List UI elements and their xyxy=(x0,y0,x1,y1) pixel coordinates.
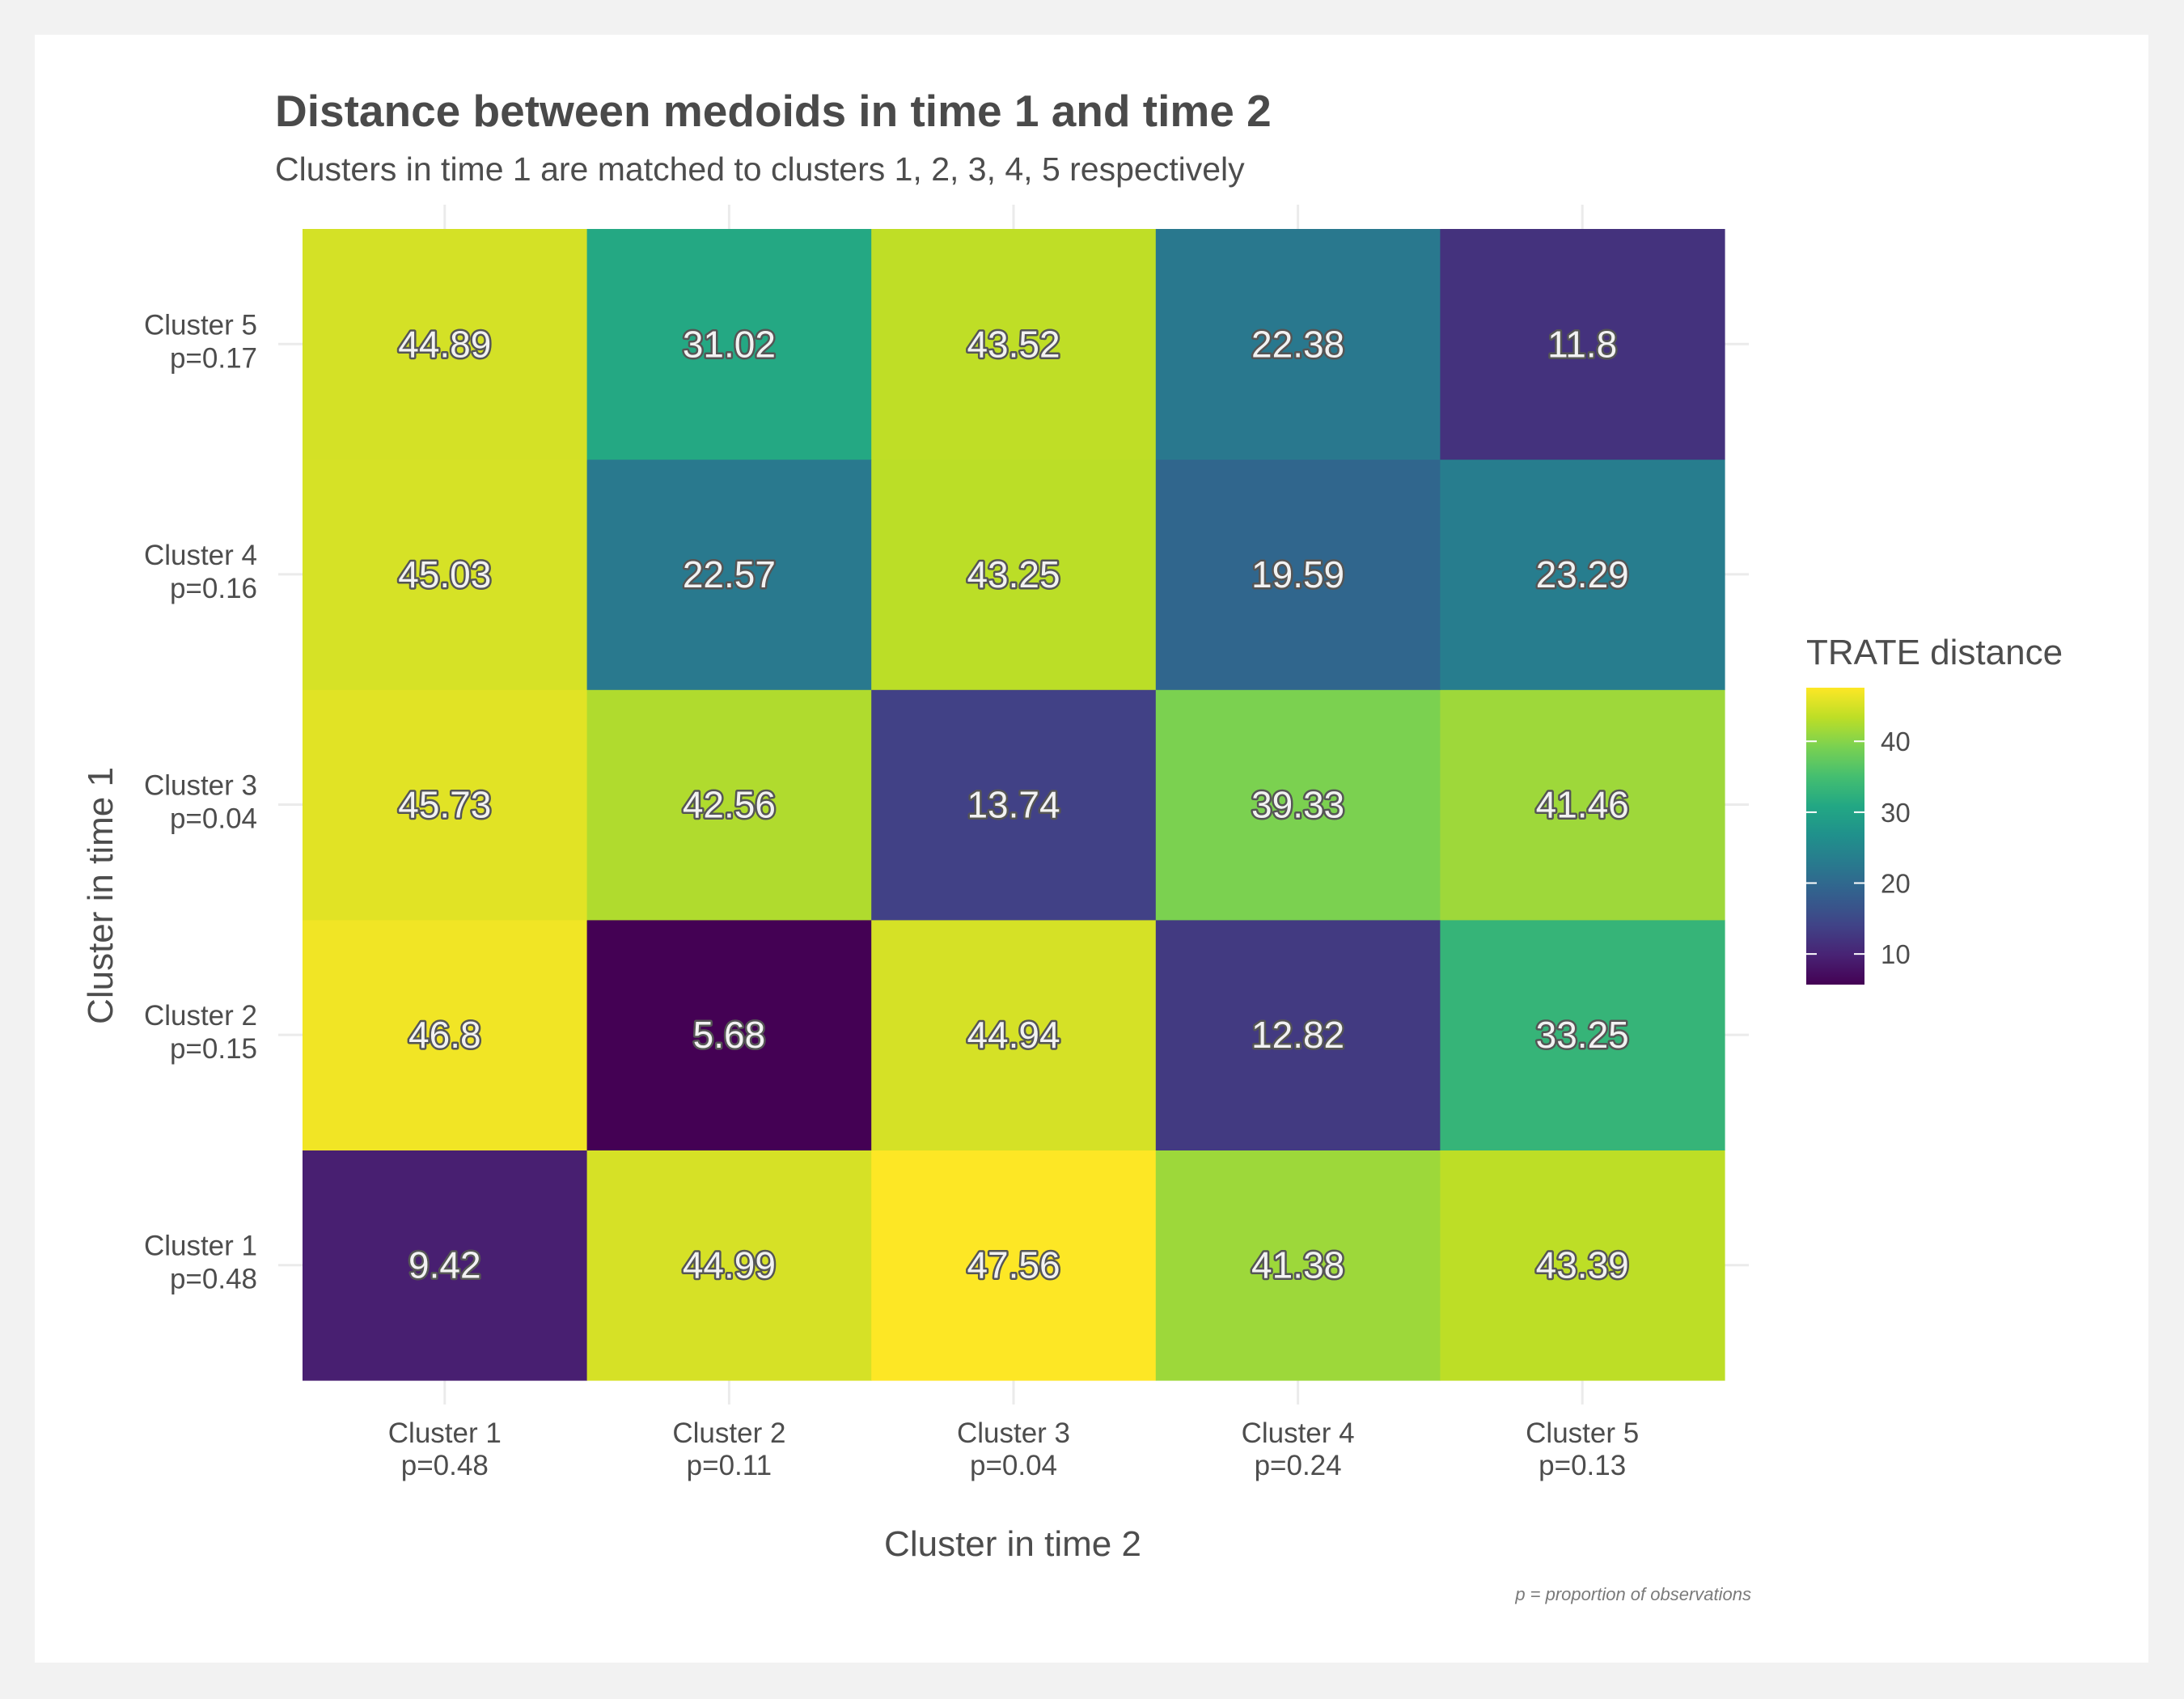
heatmap-cell xyxy=(303,459,588,690)
heatmap-cell xyxy=(1155,229,1441,460)
heatmap-cell xyxy=(1440,689,1725,921)
y-tick-label: Cluster 1 xyxy=(144,1231,257,1262)
cell-value-label: 31.02 xyxy=(683,323,776,365)
x-tick-proportion: p=0.24 xyxy=(1255,1450,1342,1481)
cell-value-label: 44.94 xyxy=(967,1014,1060,1056)
cell-value-label: 33.25 xyxy=(1536,1014,1629,1056)
cell-value-label: 19.59 xyxy=(1251,553,1344,595)
chart-caption: p = proportion of observations xyxy=(1514,1584,1751,1604)
y-tick-proportion: p=0.15 xyxy=(170,1033,257,1065)
chart-title: Distance between medoids in time 1 and t… xyxy=(275,86,1272,136)
cell-value-label: 12.82 xyxy=(1251,1014,1344,1056)
chart-panel: Distance between medoids in time 1 and t… xyxy=(35,35,2148,1663)
x-tick-proportion: p=0.48 xyxy=(401,1450,489,1481)
cell-value-label: 45.73 xyxy=(398,784,491,826)
heatmap-chart: Distance between medoids in time 1 and t… xyxy=(81,86,2063,1604)
heatmap-cell xyxy=(871,459,1157,690)
y-tick-proportion: p=0.04 xyxy=(170,803,257,835)
x-tick-label: Cluster 4 xyxy=(1242,1417,1355,1449)
heatmap-cell xyxy=(303,919,588,1150)
legend-tick-label: 30 xyxy=(1881,798,1911,828)
legend-title: TRATE distance xyxy=(1806,633,2063,672)
heatmap-cell xyxy=(871,689,1157,921)
chart-subtitle: Clusters in time 1 are matched to cluste… xyxy=(275,150,1245,188)
heatmap-cell xyxy=(1155,919,1441,1150)
cell-value-label: 13.74 xyxy=(967,784,1060,826)
legend-colorbar xyxy=(1806,688,1864,985)
heatmap-cell xyxy=(1155,1150,1441,1381)
heatmap-cell xyxy=(1155,689,1441,921)
legend-tick-label: 10 xyxy=(1881,939,1911,969)
y-tick-label: Cluster 4 xyxy=(144,540,257,571)
cell-value-label: 46.8 xyxy=(408,1014,481,1056)
color-legend: TRATE distance 10 20 30 40 xyxy=(1806,633,2063,985)
heatmap-cell xyxy=(871,229,1157,460)
cell-value-label: 42.56 xyxy=(683,784,776,826)
heatmap-cell xyxy=(586,919,872,1150)
heatmap-cell xyxy=(586,229,872,460)
legend-ticks: 10 20 30 40 xyxy=(1806,727,1911,969)
cell-value-label: 45.03 xyxy=(398,553,491,595)
cell-value-label: 22.38 xyxy=(1251,323,1344,365)
heatmap-cell xyxy=(1440,459,1725,690)
heatmap-cell xyxy=(303,229,588,460)
cell-value-label: 43.52 xyxy=(967,323,1060,365)
y-tick-proportion: p=0.16 xyxy=(170,573,257,604)
heatmap-cell xyxy=(586,689,872,921)
heatmap-cells xyxy=(303,229,1725,1381)
y-tick-label: Cluster 5 xyxy=(144,309,257,341)
cell-value-label: 11.8 xyxy=(1547,323,1617,365)
heatmap-cell xyxy=(586,459,872,690)
cell-value-label: 23.29 xyxy=(1536,553,1629,595)
heatmap-cell xyxy=(1440,919,1725,1150)
x-tick-proportion: p=0.11 xyxy=(687,1450,772,1481)
x-tick-label: Cluster 5 xyxy=(1526,1417,1639,1449)
x-tick-label: Cluster 2 xyxy=(672,1417,785,1449)
x-tick-proportion: p=0.13 xyxy=(1539,1450,1626,1481)
cell-value-label: 41.46 xyxy=(1536,784,1629,826)
legend-tick-label: 20 xyxy=(1881,869,1911,899)
cell-value-label: 44.89 xyxy=(398,323,491,365)
heatmap-cell xyxy=(1440,229,1725,460)
heatmap-cell xyxy=(871,1150,1157,1381)
x-axis-title: Cluster in time 2 xyxy=(884,1524,1141,1564)
cell-value-label: 44.99 xyxy=(683,1244,776,1286)
heatmap-cell xyxy=(871,919,1157,1150)
y-tick-proportion: p=0.48 xyxy=(170,1264,257,1295)
heatmap-cell xyxy=(303,1150,588,1381)
cell-value-label: 39.33 xyxy=(1251,784,1344,826)
heatmap-cell xyxy=(1155,459,1441,690)
cell-labels: 9.42 44.99 47.56 41.38 43.39 46.8 5.68 44.94 12.… xyxy=(396,321,1632,1288)
heatmap-cell xyxy=(303,689,588,921)
legend-tick-label: 40 xyxy=(1881,727,1911,756)
cell-value-label: 43.25 xyxy=(967,553,1060,595)
heatmap-cell xyxy=(1440,1150,1725,1381)
cell-value-label: 41.38 xyxy=(1251,1244,1344,1286)
y-tick-label: Cluster 3 xyxy=(144,770,257,802)
cell-value-label: 9.42 xyxy=(408,1244,481,1286)
y-axis-title: Cluster in time 1 xyxy=(81,767,121,1024)
y-tick-proportion: p=0.17 xyxy=(170,342,257,374)
x-tick-proportion: p=0.04 xyxy=(970,1450,1057,1481)
heatmap-cell xyxy=(586,1150,872,1381)
y-tick-label: Cluster 2 xyxy=(144,1000,257,1032)
cell-value-label: 47.56 xyxy=(967,1244,1060,1286)
x-tick-label: Cluster 1 xyxy=(388,1417,502,1449)
cell-value-label: 5.68 xyxy=(693,1014,766,1056)
cell-value-label: 22.57 xyxy=(683,553,776,595)
cell-value-label: 43.39 xyxy=(1536,1244,1629,1286)
x-tick-label: Cluster 3 xyxy=(957,1417,1070,1449)
